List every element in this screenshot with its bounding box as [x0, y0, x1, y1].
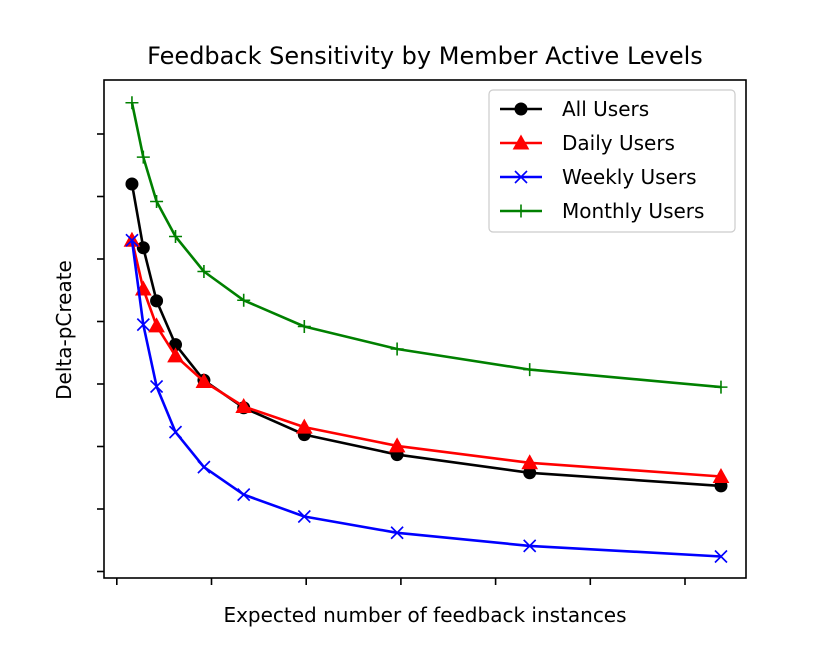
data-point-3-6 [297, 320, 311, 333]
legend: All Users Daily Users Weekly Users Monthly … [488, 89, 736, 233]
series-2 [125, 233, 728, 564]
data-point-3-8 [523, 363, 537, 377]
data-point-1-8 [521, 454, 539, 470]
series-line-1 [130, 240, 722, 478]
chart-title: Feedback Sensitivity by Member Active Le… [147, 42, 703, 70]
data-point-2-9 [714, 549, 728, 564]
data-point-1-6 [295, 418, 313, 434]
data-point-1-3 [167, 347, 184, 363]
series-1 [123, 231, 730, 483]
data-point-1-2 [148, 317, 165, 333]
data-point-2-6 [297, 509, 311, 524]
data-point-2-5 [237, 488, 251, 502]
data-point-2-2 [150, 379, 164, 394]
data-point-3-5 [237, 293, 251, 307]
legend-label-0: All Users [562, 97, 649, 121]
legend-marker-2 [514, 170, 528, 184]
legend-marker-3 [514, 204, 528, 218]
series-group [123, 96, 730, 564]
data-point-1-5 [235, 397, 253, 413]
axes-frame [103, 79, 747, 579]
data-point-1-9 [712, 467, 730, 483]
legend-box [488, 89, 736, 233]
data-point-2-0 [125, 233, 139, 247]
data-point-2-1 [136, 318, 150, 332]
legend-marker-1 [512, 134, 530, 150]
legend-label-3: Monthly Users [562, 199, 704, 223]
data-point-3-7 [390, 342, 404, 356]
series-3 [125, 96, 728, 394]
data-point-3-3 [169, 230, 183, 243]
x-axis-label: Expected number of feedback instances [223, 603, 626, 627]
data-point-0-2 [150, 294, 164, 308]
data-point-3-1 [136, 150, 150, 164]
data-point-0-1 [136, 241, 150, 255]
axes [97, 79, 747, 585]
y-axis-label: Delta-pCreate [52, 260, 76, 400]
legend-marker-0 [514, 102, 528, 116]
data-point-2-8 [523, 539, 537, 553]
data-point-3-0 [125, 96, 139, 110]
series-line-2 [130, 240, 722, 558]
data-point-1-4 [195, 372, 213, 388]
data-point-3-2 [150, 195, 164, 208]
data-point-1-7 [388, 437, 406, 453]
series-line-3 [130, 102, 722, 389]
data-point-2-7 [390, 526, 404, 540]
data-point-2-3 [168, 425, 183, 439]
data-point-0-0 [125, 177, 139, 191]
data-point-3-9 [714, 380, 728, 394]
legend-label-2: Weekly Users [562, 165, 697, 189]
legend-label-1: Daily Users [562, 131, 675, 155]
data-point-2-4 [197, 460, 211, 474]
data-point-3-4 [197, 265, 211, 278]
